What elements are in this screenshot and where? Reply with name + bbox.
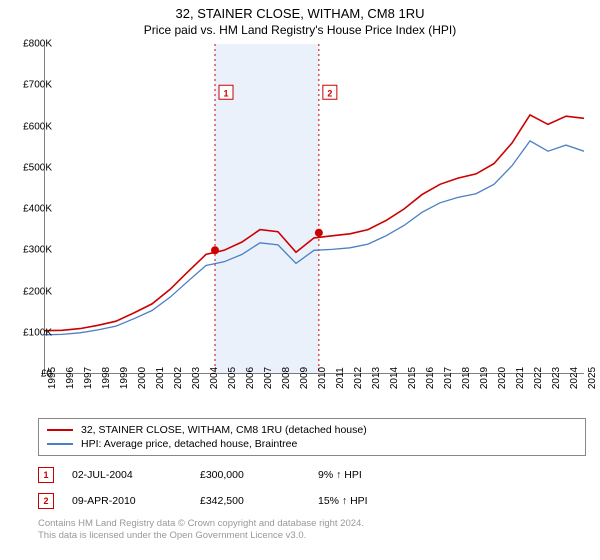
y-tick-label: £100K [8,327,52,338]
x-tick-label: 2015 [407,367,418,389]
sale-pct: 15% ↑ HPI [318,495,438,507]
legend: 32, STAINER CLOSE, WITHAM, CM8 1RU (deta… [38,418,586,456]
sale-date: 02-JUL-2004 [72,469,182,481]
y-tick-label: £800K [8,39,52,50]
legend-swatch [47,429,73,431]
y-tick-label: £0 [8,369,52,380]
y-tick-label: £300K [8,245,52,256]
x-tick-label: 1996 [65,367,76,389]
x-tick-label: 1995 [47,367,58,389]
x-tick-label: 1997 [83,367,94,389]
sales-table: 1 02-JUL-2004 £300,000 9% ↑ HPI 2 09-APR… [38,462,438,514]
x-tick-label: 2004 [209,367,220,389]
legend-swatch [47,443,73,445]
x-tick-label: 2010 [317,367,328,389]
chart-subtitle: Price paid vs. HM Land Registry's House … [0,21,600,41]
x-tick-label: 2006 [245,367,256,389]
x-tick-label: 2007 [263,367,274,389]
y-tick-label: £500K [8,162,52,173]
x-tick-label: 2008 [281,367,292,389]
sale-row: 1 02-JUL-2004 £300,000 9% ↑ HPI [38,462,438,488]
x-tick-label: 2001 [155,367,166,389]
sale-pct: 9% ↑ HPI [318,469,438,481]
chart-title: 32, STAINER CLOSE, WITHAM, CM8 1RU [0,0,600,21]
x-tick-label: 2022 [533,367,544,389]
sale-price: £342,500 [200,495,300,507]
x-tick-label: 2002 [173,367,184,389]
footer-attribution: Contains HM Land Registry data © Crown c… [38,518,364,543]
x-tick-label: 2023 [551,367,562,389]
x-tick-label: 2020 [497,367,508,389]
sale-row: 2 09-APR-2010 £342,500 15% ↑ HPI [38,488,438,514]
x-tick-label: 2003 [191,367,202,389]
x-tick-label: 2017 [443,367,454,389]
legend-label: HPI: Average price, detached house, Brai… [81,438,297,450]
x-tick-label: 2016 [425,367,436,389]
x-tick-label: 2012 [353,367,364,389]
legend-label: 32, STAINER CLOSE, WITHAM, CM8 1RU (deta… [81,424,367,436]
x-tick-label: 2018 [461,367,472,389]
x-tick-label: 1999 [119,367,130,389]
x-tick-label: 2013 [371,367,382,389]
sale-date: 09-APR-2010 [72,495,182,507]
y-tick-label: £600K [8,121,52,132]
x-tick-label: 2014 [389,367,400,389]
footer-line: Contains HM Land Registry data © Crown c… [38,518,364,530]
sale-marker-icon: 1 [38,467,54,483]
line-chart: 12 [44,44,584,374]
x-tick-label: 2011 [335,367,346,389]
legend-item: 32, STAINER CLOSE, WITHAM, CM8 1RU (deta… [47,423,577,437]
svg-text:2: 2 [327,88,332,98]
x-tick-label: 1998 [101,367,112,389]
y-tick-label: £700K [8,80,52,91]
svg-text:1: 1 [223,88,228,98]
sale-price: £300,000 [200,469,300,481]
x-tick-label: 2025 [587,367,598,389]
x-tick-label: 2019 [479,367,490,389]
y-tick-label: £400K [8,204,52,215]
footer-line: This data is licensed under the Open Gov… [38,530,364,542]
legend-item: HPI: Average price, detached house, Brai… [47,437,577,451]
x-tick-label: 2009 [299,367,310,389]
chart-container: 32, STAINER CLOSE, WITHAM, CM8 1RU Price… [0,0,600,560]
x-tick-label: 2024 [569,367,580,389]
x-tick-label: 2000 [137,367,148,389]
y-tick-label: £200K [8,286,52,297]
sale-marker-icon: 2 [38,493,54,509]
x-tick-label: 2021 [515,367,526,389]
x-tick-label: 2005 [227,367,238,389]
